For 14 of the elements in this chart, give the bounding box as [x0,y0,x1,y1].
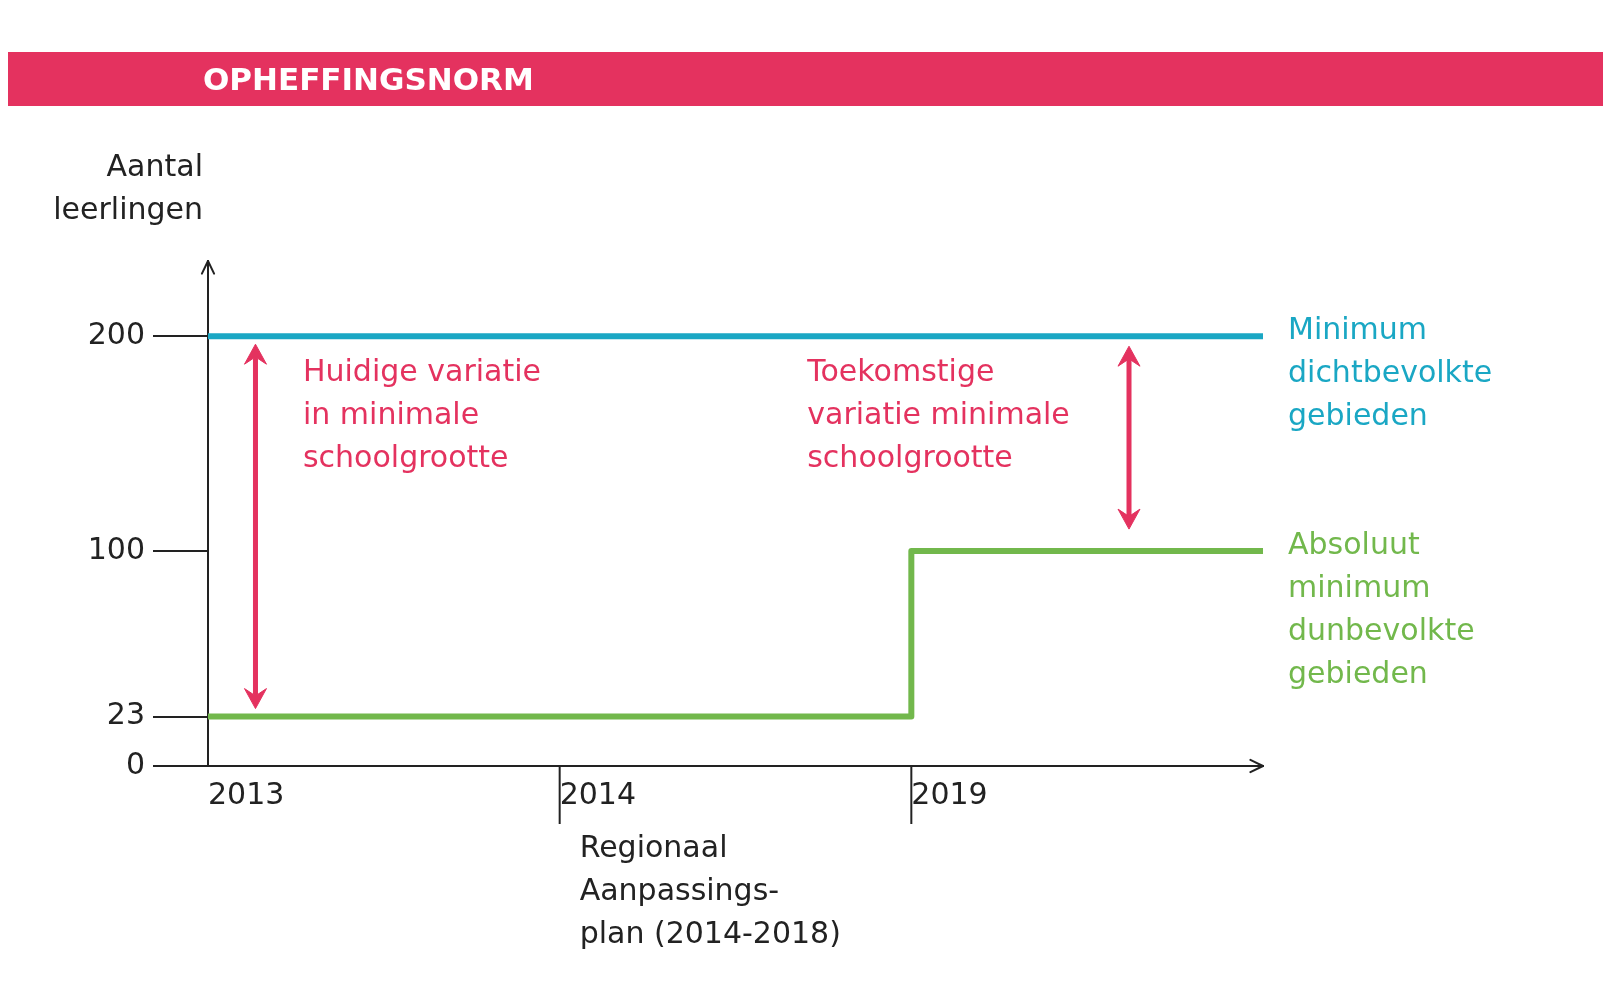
x-tick-label: 2014 [559,775,637,811]
y-tick-label: 200 [87,316,145,352]
annotation: Toekomstige variatie minimale schoolgrootte [806,353,1070,475]
x-tick-label: 2013 [208,775,285,811]
y-tick-label: 23 [106,696,145,732]
annotation: Huidige variatie in minimale schoolgrootte [302,353,542,475]
y-tick-label: 0 [125,745,145,781]
x-tick-label: 2019 [911,775,988,811]
y-tick-label: 100 [87,530,145,566]
y-axis-title: Aantal leerlingen [53,147,203,226]
chart-title: OPHEFFINGSNORM [8,52,1603,106]
series-label: Minimum dichtbevolkte gebieden [1288,311,1493,433]
text: Regionaal Aanpassings- plan (2014-2018) [579,828,841,950]
series-label: Absoluut minimum dunbevolkte gebieden [1288,525,1475,690]
